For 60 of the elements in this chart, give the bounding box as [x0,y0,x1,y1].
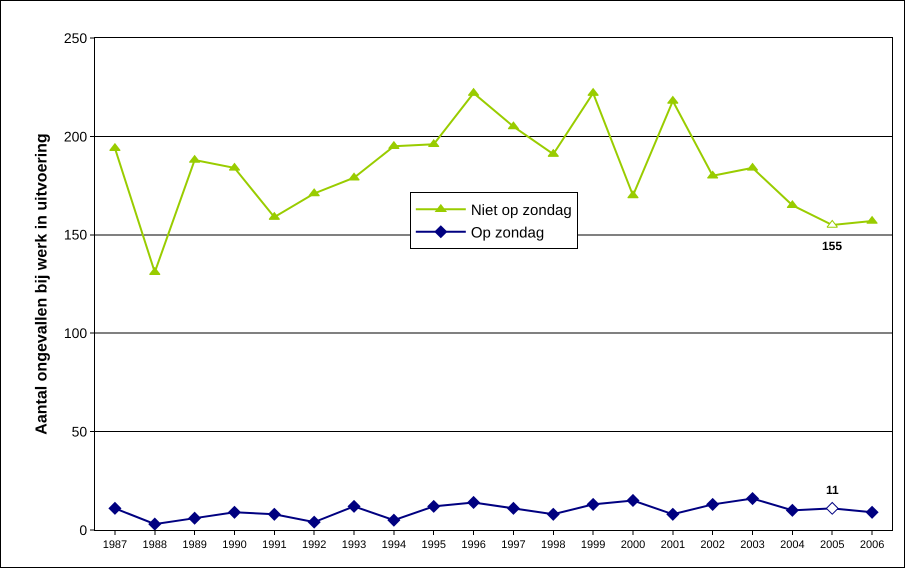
y-axis-title: Aantal ongevallen bij werk in uitvoering [34,133,51,435]
legend-label: Op zondag [470,224,544,242]
point [148,518,162,530]
x-tick-label: 2000 [620,539,646,552]
x-tick-label: 1987 [102,539,128,552]
point [427,500,440,513]
point [308,188,320,196]
point [746,492,759,505]
point [786,504,799,517]
x-tick-label: 1988 [142,539,168,552]
point [706,170,718,179]
x-tick-label: 1994 [382,539,406,552]
point [626,494,640,507]
point [706,498,720,511]
point [826,502,839,515]
data-label: 155 [822,239,842,253]
point [228,506,241,519]
point [786,200,798,208]
y-tick-label: 250 [64,30,88,46]
data-label: 11 [826,483,840,497]
point [507,502,520,515]
point [826,220,838,228]
point [388,514,400,527]
point [428,139,440,148]
point [228,162,240,171]
point [866,506,878,519]
x-tick-label: 2005 [820,539,844,552]
point [268,508,281,521]
x-tick-label: 2006 [860,539,884,552]
x-tick-label: 2002 [700,539,725,552]
x-tick-label: 1996 [461,539,486,552]
point [188,512,201,525]
y-tick-label: 100 [64,325,88,342]
y-tick-label: 0 [79,522,88,538]
x-tick-label: 2003 [740,539,765,552]
x-tick-label: 1990 [222,539,247,552]
x-tick-label: 2001 [660,539,686,552]
point [666,508,680,521]
x-tick-label: 1998 [541,539,566,552]
point [667,96,679,104]
point [627,190,639,198]
x-tick-label: 1989 [182,539,207,552]
point [108,502,122,515]
x-tick-label: 1995 [421,539,446,552]
legend-label: Niet op zondag [470,202,572,220]
point [348,500,360,513]
point [586,498,600,511]
x-tick-label: 1997 [501,539,526,552]
x-tick-label: 1991 [262,539,287,552]
point [546,508,560,521]
point [467,496,480,509]
x-tick-label: 1993 [342,539,366,552]
y-tick-label: 150 [64,226,88,243]
point [746,162,758,171]
point [308,516,321,528]
x-tick-label: 2004 [780,539,805,552]
y-tick-label: 200 [64,128,88,144]
x-tick-label: 1992 [302,539,326,552]
x-tick-label: 1999 [580,539,606,552]
y-tick-label: 50 [72,424,88,440]
